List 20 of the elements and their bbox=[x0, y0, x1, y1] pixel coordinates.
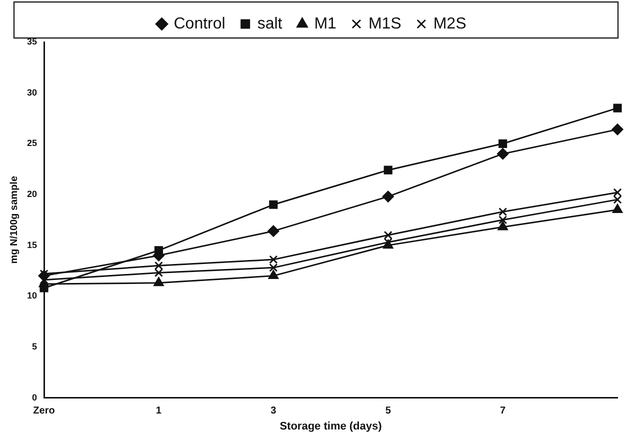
y-tick-label: 10 bbox=[26, 290, 38, 301]
y-tick-label: 15 bbox=[26, 240, 38, 250]
x-axis-title: Storage time (days) bbox=[280, 420, 382, 432]
legend-label: M1S bbox=[368, 15, 402, 32]
legend-label: salt bbox=[257, 15, 283, 32]
y-axis-title: mg N/100g sample bbox=[8, 176, 20, 264]
x-tick-label: 7 bbox=[500, 406, 506, 417]
y-tick-label: 20 bbox=[26, 188, 38, 199]
legend-label: M1 bbox=[314, 15, 337, 32]
y-tick-label: 0 bbox=[32, 392, 38, 402]
legend-label: M2S bbox=[433, 15, 466, 32]
x-tick-label: 5 bbox=[385, 406, 392, 417]
y-tick-label: 25 bbox=[26, 138, 38, 148]
y-tick-label: 5 bbox=[32, 341, 38, 352]
x-tick-label: Zero bbox=[33, 406, 55, 417]
x-tick-label: 3 bbox=[270, 406, 277, 417]
y-tick-label: 30 bbox=[26, 87, 38, 98]
y-tick-label: 35 bbox=[26, 36, 38, 46]
legend-label: Control bbox=[174, 15, 226, 32]
x-tick-label: 1 bbox=[156, 406, 162, 417]
